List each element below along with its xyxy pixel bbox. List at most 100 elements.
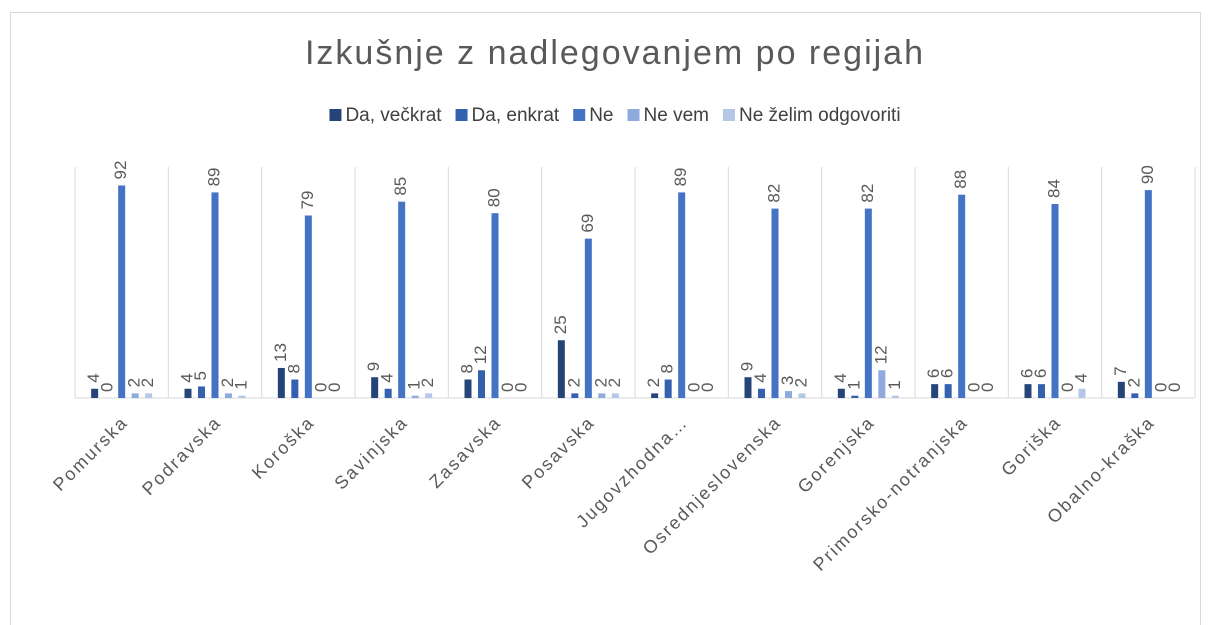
bar [211, 192, 219, 398]
data-label: 0 [325, 383, 344, 392]
chart-title: Izkušnje z nadlegovanjem po regijah [305, 34, 925, 72]
bar [798, 393, 806, 398]
data-label: 0 [978, 383, 997, 392]
bar [837, 388, 845, 398]
bar [771, 208, 779, 398]
data-label: 12 [871, 345, 890, 364]
bar [651, 393, 659, 398]
data-label: 1 [231, 380, 250, 389]
data-label: 6 [1031, 369, 1050, 378]
data-label: 6 [938, 369, 957, 378]
bar [664, 379, 672, 398]
bar [931, 384, 939, 398]
data-label: 4 [84, 373, 103, 382]
legend-swatch [627, 109, 640, 121]
bar [91, 388, 99, 398]
legend-label: Da, večkrat [345, 105, 442, 126]
bar [744, 377, 752, 398]
data-label: 69 [578, 214, 597, 233]
data-label: 4 [378, 373, 397, 382]
bar [571, 393, 579, 398]
bar [1117, 381, 1125, 398]
bar [131, 393, 139, 398]
data-label: 0 [698, 383, 717, 392]
data-label: 2 [791, 378, 810, 387]
data-label: 80 [484, 188, 503, 207]
data-label: 9 [364, 362, 383, 371]
legend-swatch [722, 109, 735, 121]
data-label: 4 [177, 373, 196, 382]
bar [277, 367, 285, 398]
bar [464, 379, 472, 398]
bar [1051, 203, 1059, 398]
bar [291, 379, 299, 398]
bar [557, 340, 565, 398]
data-label: 82 [764, 184, 783, 203]
bar [118, 185, 126, 398]
data-label: 13 [271, 343, 290, 362]
bar [785, 391, 792, 398]
data-label: 6 [924, 369, 943, 378]
data-label: 2 [138, 378, 157, 387]
data-label: 2 [644, 378, 663, 387]
data-label: 8 [457, 364, 476, 373]
data-label: 0 [1165, 383, 1184, 392]
chart-border [10, 12, 1201, 625]
data-label: 7 [1111, 366, 1130, 375]
legend-label: Da, enkrat [472, 105, 560, 126]
bar [1024, 384, 1032, 398]
data-label: 8 [658, 364, 677, 373]
data-label: 1 [405, 380, 424, 389]
bar [304, 215, 312, 398]
data-label: 0 [98, 383, 117, 392]
bar [398, 201, 406, 398]
bar [864, 208, 872, 398]
bar [425, 393, 433, 398]
legend-swatch [329, 109, 342, 121]
legend-label: Ne [589, 105, 613, 126]
data-label: 6 [1017, 369, 1036, 378]
bar [1131, 393, 1139, 398]
data-label: 2 [605, 378, 624, 387]
data-label: 4 [751, 373, 770, 382]
bar [944, 384, 952, 398]
data-label: 0 [498, 383, 517, 392]
bar [238, 395, 246, 398]
data-label: 3 [778, 376, 797, 385]
legend-swatch [573, 109, 586, 121]
bar [411, 395, 419, 398]
data-label: 90 [1138, 165, 1157, 184]
data-label: 2 [1124, 378, 1143, 387]
data-label: 4 [831, 373, 850, 382]
data-label: 9 [737, 362, 756, 371]
data-label: 92 [111, 161, 130, 180]
bar [891, 395, 899, 398]
data-label: 89 [204, 167, 223, 186]
bar [1038, 384, 1045, 398]
legend-label: Ne vem [644, 105, 709, 126]
bar [598, 393, 606, 398]
legend-swatch [455, 109, 468, 121]
bar [758, 388, 765, 398]
bar [1144, 190, 1152, 398]
data-label: 84 [1044, 179, 1063, 198]
bar [491, 213, 499, 398]
data-label: 0 [965, 383, 984, 392]
data-label: 0 [1058, 383, 1077, 392]
data-label: 12 [471, 345, 490, 364]
bar [371, 377, 379, 398]
bar [225, 393, 232, 398]
bar [851, 395, 859, 398]
data-label: 2 [591, 378, 610, 387]
data-label: 2 [418, 378, 437, 387]
bar [1078, 388, 1086, 398]
bar [384, 388, 392, 398]
data-label: 79 [298, 191, 317, 210]
data-label: 1 [844, 380, 863, 389]
bar [184, 388, 192, 398]
data-label: 2 [564, 378, 583, 387]
data-label: 0 [1151, 383, 1170, 392]
data-label: 8 [284, 364, 303, 373]
data-label: 89 [671, 167, 690, 186]
